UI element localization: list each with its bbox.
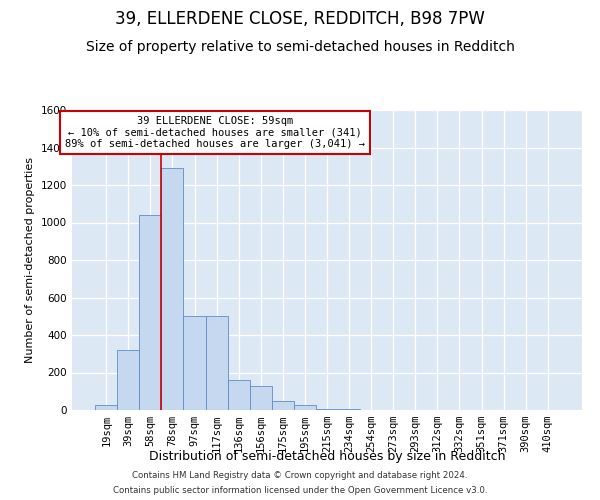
Bar xyxy=(250,386,272,410)
Y-axis label: Number of semi-detached properties: Number of semi-detached properties xyxy=(25,157,35,363)
Bar xyxy=(184,316,206,410)
Bar xyxy=(294,406,316,410)
Text: 39, ELLERDENE CLOSE, REDDITCH, B98 7PW: 39, ELLERDENE CLOSE, REDDITCH, B98 7PW xyxy=(115,10,485,28)
Text: Contains public sector information licensed under the Open Government Licence v3: Contains public sector information licen… xyxy=(113,486,487,495)
Text: 39 ELLERDENE CLOSE: 59sqm
← 10% of semi-detached houses are smaller (341)
89% of: 39 ELLERDENE CLOSE: 59sqm ← 10% of semi-… xyxy=(65,116,365,149)
Text: Contains HM Land Registry data © Crown copyright and database right 2024.: Contains HM Land Registry data © Crown c… xyxy=(132,471,468,480)
Bar xyxy=(139,215,161,410)
Text: Size of property relative to semi-detached houses in Redditch: Size of property relative to semi-detach… xyxy=(86,40,514,54)
Bar xyxy=(95,405,117,410)
Text: Distribution of semi-detached houses by size in Redditch: Distribution of semi-detached houses by … xyxy=(149,450,505,463)
Bar xyxy=(227,380,250,410)
Bar xyxy=(272,400,294,410)
Bar xyxy=(316,409,338,410)
Bar xyxy=(161,168,184,410)
Bar xyxy=(117,350,139,410)
Bar xyxy=(206,316,227,410)
